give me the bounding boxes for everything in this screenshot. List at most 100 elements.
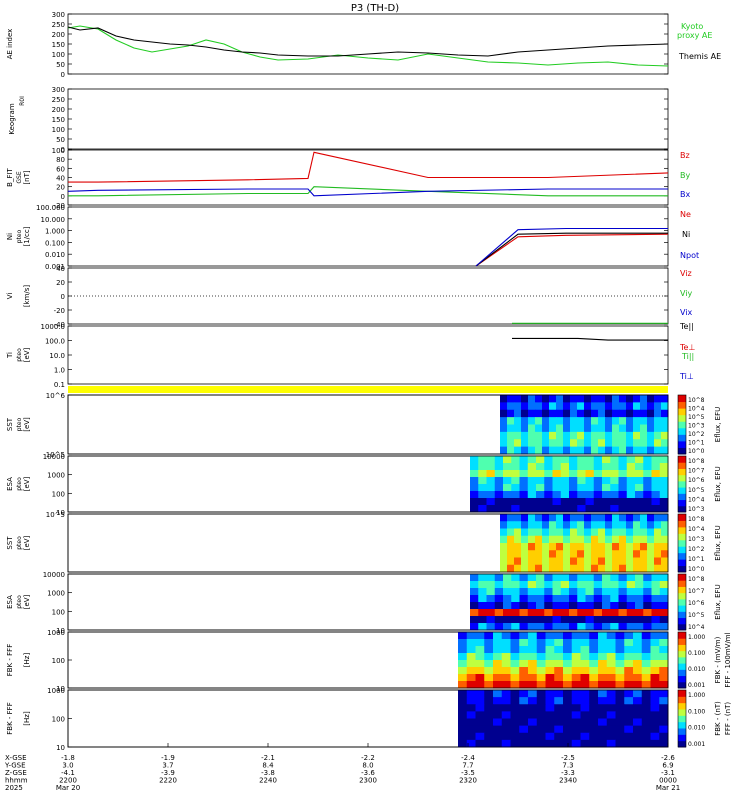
- spectro-cell: [511, 616, 520, 624]
- spectro-cell: [466, 711, 476, 719]
- spectro-cell: [661, 564, 669, 573]
- spectro-cell: [528, 564, 536, 573]
- spectro-cell: [554, 639, 564, 647]
- spectro-cell: [580, 646, 590, 654]
- spectro-cell: [589, 667, 599, 675]
- y-tick-label: 100: [52, 608, 65, 616]
- spectro-cell: [577, 409, 585, 418]
- spectro-cell: [475, 697, 485, 705]
- spectro-cell: [507, 431, 515, 440]
- spectro-cell: [571, 718, 581, 727]
- spectro-cell: [641, 653, 651, 661]
- spectro-cell: [556, 521, 564, 529]
- legend-by: By: [680, 171, 690, 180]
- spectro-cell: [618, 581, 628, 589]
- spectro-cell: [584, 409, 592, 418]
- spectro-cell: [556, 439, 564, 448]
- spectro-cell: [535, 528, 543, 537]
- spectro-cell: [501, 653, 511, 661]
- sst1-panel-cells: [500, 395, 669, 455]
- spectro-cell: [643, 574, 652, 582]
- ylabel-unit: [1/cc]: [23, 226, 31, 246]
- spectro-cell: [619, 409, 627, 418]
- spectro-cell: [577, 623, 586, 631]
- spectro-cell: [560, 505, 570, 513]
- spectro-cell: [659, 581, 669, 589]
- spectro-cell: [626, 595, 636, 603]
- y-tick-label: -20: [54, 202, 65, 210]
- spectro-cell: [536, 646, 546, 654]
- spectro-cell: [519, 470, 529, 478]
- spectro-cell: [484, 718, 494, 727]
- spectro-cell: [633, 535, 641, 544]
- spectro-cell: [606, 725, 616, 734]
- spectro-cell: [633, 725, 643, 734]
- spectro-cell: [605, 535, 613, 544]
- spectro-cell: [554, 660, 564, 668]
- colorbar-tick: 0.001: [688, 682, 705, 689]
- spectro-cell: [560, 491, 570, 499]
- spectro-cell: [598, 424, 606, 433]
- spectro-cell: [641, 660, 651, 668]
- spectro-cell: [563, 639, 573, 647]
- x-tick-label: -4.1: [61, 769, 75, 777]
- spectro-cell: [500, 409, 508, 418]
- spectro-cell: [633, 674, 643, 682]
- spectro-cell: [470, 456, 479, 464]
- fbk1-panel-cells: [458, 632, 669, 689]
- spectro-cell: [514, 395, 522, 403]
- spectro-cell: [654, 417, 662, 425]
- spectro-cell: [569, 602, 578, 610]
- spectro-cell: [511, 498, 520, 506]
- spectro-cell: [584, 424, 592, 433]
- spectro-cell: [503, 463, 512, 471]
- spectro-cell: [511, 609, 520, 617]
- spectro-cell: [545, 718, 555, 727]
- spectro-cell: [552, 574, 562, 582]
- spectro-cell: [478, 505, 487, 513]
- spectro-cell: [589, 690, 599, 698]
- spectro-cell: [521, 431, 529, 440]
- spectro-cell: [510, 725, 520, 734]
- spectro-cell: [633, 395, 641, 403]
- spectro-cell: [478, 477, 487, 485]
- spectro-cell: [484, 667, 494, 675]
- spectro-cell: [647, 424, 655, 433]
- spectro-cell: [536, 632, 546, 640]
- spectro-cell: [536, 674, 546, 682]
- y-tick-label: 10: [56, 685, 65, 693]
- spectro-cell: [519, 739, 529, 748]
- spectro-cell: [542, 521, 550, 529]
- spectro-cell: [563, 564, 571, 573]
- esa1-panel-cells: [470, 456, 669, 513]
- colorbar-tick: 10^2: [688, 431, 705, 438]
- spectro-cell: [494, 477, 504, 485]
- colorbar-segment: [678, 559, 686, 567]
- spectro-cell: [549, 528, 557, 537]
- colorbar-tick: 10^8: [688, 516, 705, 523]
- spectro-cell: [528, 439, 536, 448]
- spectro-cell: [544, 498, 553, 506]
- spectro-cell: [618, 574, 628, 582]
- spectro-cell: [633, 514, 641, 522]
- spectro-cell: [659, 732, 669, 741]
- spectro-cell: [545, 704, 555, 712]
- spectro-cell: [598, 704, 608, 712]
- spectro-cell: [647, 409, 655, 418]
- spectro-cell: [598, 681, 608, 689]
- spectro-cell: [552, 581, 562, 589]
- spectro-cell: [569, 498, 578, 506]
- spectro-cell: [549, 521, 557, 529]
- spectro-cell: [507, 550, 515, 558]
- spectro-cell: [527, 609, 537, 617]
- x-row-label: Z-GSE: [5, 769, 27, 777]
- ylabel-sub: pteo: [16, 348, 23, 362]
- colorbar-tick: 0.100: [688, 708, 705, 715]
- spectro-cell: [580, 732, 590, 741]
- spectro-cell: [535, 514, 543, 522]
- spectro-cell: [651, 491, 661, 499]
- spectro-cell: [563, 424, 571, 433]
- spectro-cell: [560, 574, 570, 582]
- spectro-cell: [584, 521, 592, 529]
